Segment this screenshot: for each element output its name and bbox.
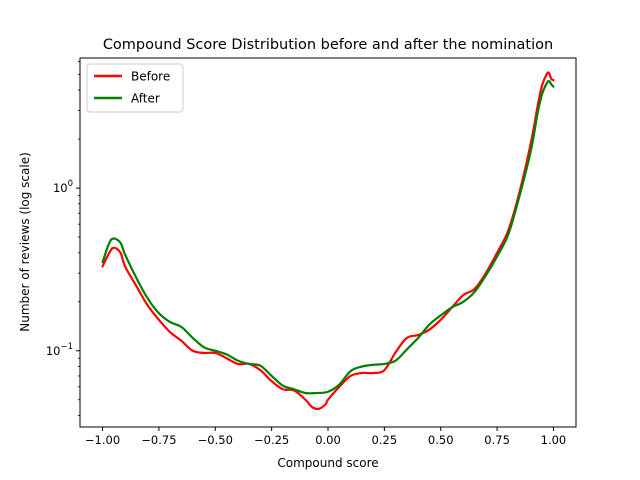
series-line-after [101, 79, 555, 395]
legend: Before After [86, 63, 184, 113]
series-line-before [101, 71, 555, 411]
x-axis: −1.00 −0.75 −0.50 −0.25 0.00 0.25 0.50 0.75 1.00 [85, 427, 566, 447]
y-tick-label: 10−1 [46, 342, 73, 358]
y-tick-label: 100 [53, 179, 73, 195]
legend-label-before: Before [131, 70, 170, 84]
x-tick-label: 0.75 [484, 433, 510, 447]
y-axis-label: Number of reviews (log scale) [18, 152, 32, 332]
x-tick-label: −0.75 [141, 433, 176, 447]
x-axis-label: Compound score [277, 456, 378, 470]
chart-title: Compound Score Distribution before and a… [103, 37, 553, 53]
x-tick-label: 1.00 [541, 433, 567, 447]
legend-label-after: After [131, 92, 160, 106]
x-tick-label: 0.00 [315, 433, 341, 447]
y-axis: 10−1 100 [46, 61, 80, 416]
x-tick-label: 0.25 [372, 433, 398, 447]
x-tick-label: −0.25 [254, 433, 289, 447]
x-tick-label: −1.00 [85, 433, 120, 447]
x-tick-label: −0.50 [198, 433, 233, 447]
x-tick-label: 0.50 [428, 433, 454, 447]
series-layer [101, 71, 555, 411]
